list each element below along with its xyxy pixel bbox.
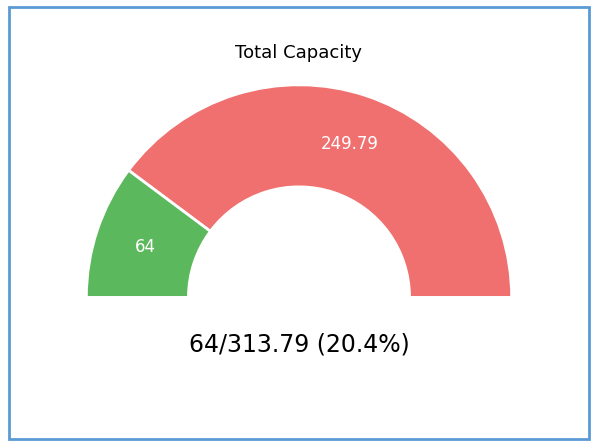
Text: 249.79: 249.79	[321, 135, 379, 153]
Text: 64: 64	[135, 238, 156, 256]
Text: 64/313.79 (20.4%): 64/313.79 (20.4%)	[188, 332, 410, 356]
Text: Total Capacity: Total Capacity	[236, 44, 362, 62]
Wedge shape	[129, 85, 512, 297]
Wedge shape	[86, 170, 210, 297]
